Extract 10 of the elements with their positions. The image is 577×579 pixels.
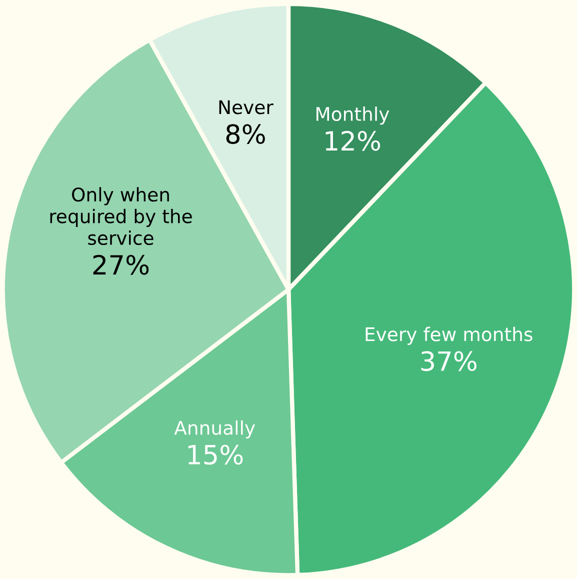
slice-label: Every few months [366,326,532,345]
data-label: 12% [326,130,380,151]
data-label: 15% [188,444,243,465]
data-label: 8% [226,124,265,144]
slice-label: Only when required by the service [50,187,192,246]
slice-label: Monthly [316,106,390,125]
slice-label: Never [219,100,274,114]
data-label: 37% [421,351,476,372]
data-label: 27% [93,254,149,275]
slice-label: Annually [174,420,256,439]
